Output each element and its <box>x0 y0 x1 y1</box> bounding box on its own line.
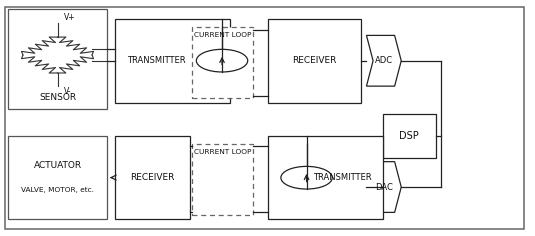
Bar <box>383 114 436 158</box>
Text: VALVE, MOTOR, etc.: VALVE, MOTOR, etc. <box>21 187 94 193</box>
Text: V+: V+ <box>64 13 75 22</box>
Text: TRANSMITTER: TRANSMITTER <box>127 56 186 65</box>
Polygon shape <box>366 35 401 86</box>
Text: DAC: DAC <box>375 182 393 192</box>
Text: ADC: ADC <box>375 56 393 65</box>
Text: RECEIVER: RECEIVER <box>292 56 337 65</box>
Text: CURRENT LOOP: CURRENT LOOP <box>194 149 251 155</box>
Text: V-: V- <box>64 87 72 96</box>
Bar <box>268 136 383 219</box>
Bar <box>268 19 361 103</box>
Bar <box>8 136 107 219</box>
Text: RECEIVER: RECEIVER <box>131 173 174 182</box>
Text: DSP: DSP <box>400 131 419 141</box>
Bar <box>8 9 107 109</box>
Bar <box>115 19 230 103</box>
Bar <box>115 136 190 219</box>
Text: SENSOR: SENSOR <box>39 93 76 102</box>
Text: TRANSMITTER: TRANSMITTER <box>313 173 372 182</box>
Text: ACTUATOR: ACTUATOR <box>34 160 81 169</box>
Bar <box>192 144 253 215</box>
Polygon shape <box>366 162 401 212</box>
Bar <box>192 27 253 98</box>
Text: CURRENT LOOP: CURRENT LOOP <box>194 32 251 38</box>
